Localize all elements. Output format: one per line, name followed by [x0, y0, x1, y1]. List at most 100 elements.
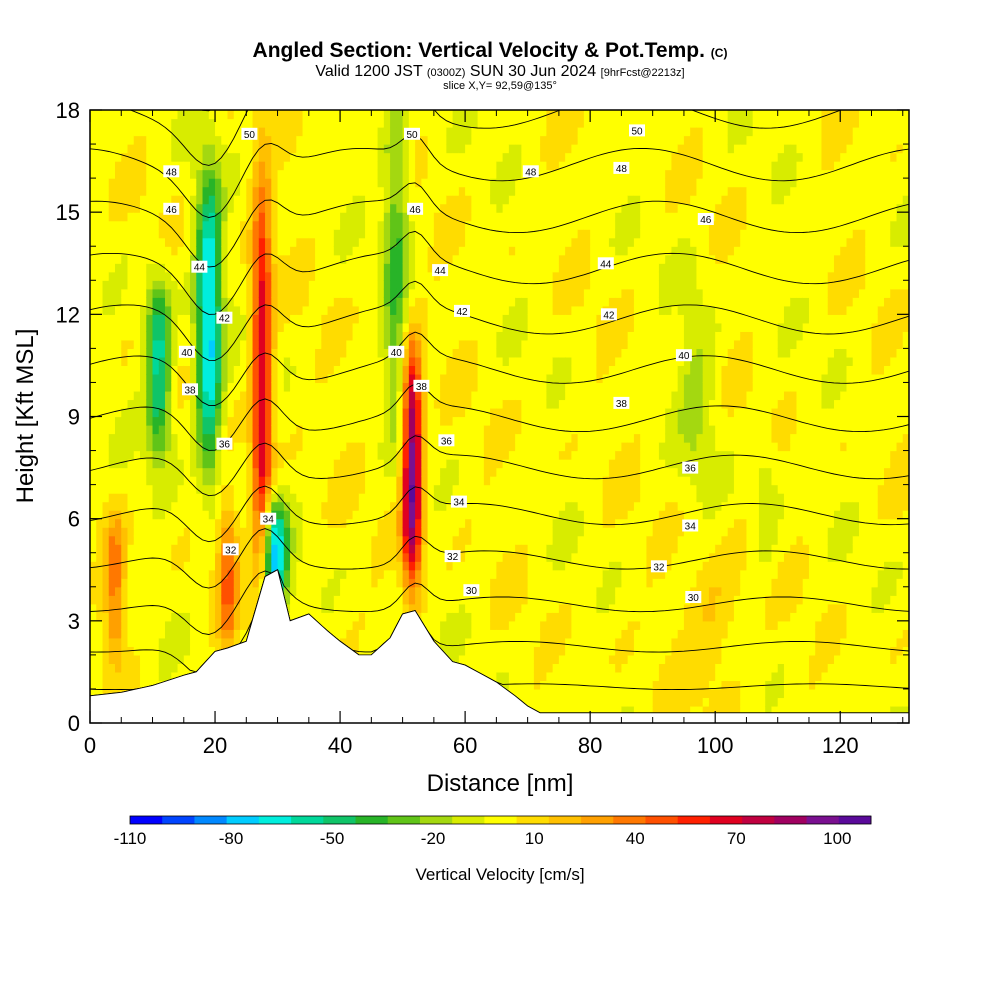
velocity-cell — [183, 271, 191, 281]
velocity-cell — [96, 510, 104, 520]
velocity-cell — [290, 467, 297, 477]
velocity-cell — [321, 237, 329, 247]
velocity-cell — [446, 646, 454, 656]
velocity-cell — [283, 161, 291, 171]
velocity-cell — [215, 297, 222, 307]
velocity-cell — [477, 135, 485, 145]
velocity-cell — [471, 373, 479, 384]
velocity-cell — [508, 348, 516, 358]
velocity-cell — [402, 263, 410, 273]
velocity-cell — [408, 467, 416, 477]
velocity-cell — [340, 288, 347, 298]
velocity-cell — [215, 527, 222, 537]
velocity-cell — [383, 203, 391, 213]
velocity-cell — [121, 654, 129, 664]
velocity-cell — [208, 501, 216, 511]
velocity-cell — [390, 561, 397, 571]
velocity-cell — [383, 407, 391, 418]
velocity-cell — [127, 322, 135, 332]
velocity-cell — [152, 322, 160, 332]
velocity-cell — [408, 425, 416, 435]
velocity-cell — [415, 288, 422, 298]
velocity-cell — [515, 144, 522, 154]
velocity-cell — [371, 637, 379, 647]
velocity-cell — [477, 637, 485, 647]
velocity-cell — [383, 586, 391, 596]
velocity-cell — [208, 407, 216, 418]
velocity-cell — [433, 527, 441, 537]
velocity-cell — [458, 297, 466, 307]
velocity-cell — [515, 271, 522, 281]
velocity-cell — [233, 629, 241, 639]
velocity-cell — [383, 127, 391, 137]
velocity-cell — [508, 237, 516, 247]
velocity-cell — [240, 433, 247, 443]
velocity-cell — [358, 161, 366, 171]
velocity-cell — [246, 348, 254, 358]
velocity-cell — [140, 186, 147, 196]
velocity-cell — [396, 501, 404, 511]
velocity-cell — [277, 399, 285, 409]
velocity-cell — [465, 169, 472, 179]
velocity-cell — [515, 518, 522, 528]
velocity-cell — [133, 552, 141, 562]
velocity-cell — [308, 467, 316, 477]
velocity-cell — [458, 612, 466, 622]
velocity-cell — [340, 161, 347, 171]
velocity-cell — [133, 178, 141, 188]
velocity-cell — [296, 314, 304, 324]
velocity-cell — [477, 220, 485, 230]
velocity-cell — [227, 586, 235, 596]
velocity-cell — [140, 246, 147, 256]
velocity-cell — [146, 246, 154, 256]
velocity-cell — [258, 339, 266, 349]
velocity-cell — [227, 356, 235, 367]
velocity-cell — [365, 373, 372, 384]
velocity-cell — [196, 169, 204, 179]
velocity-cell — [377, 433, 385, 443]
velocity-cell — [321, 297, 329, 307]
velocity-cell — [390, 254, 397, 264]
velocity-cell — [215, 254, 222, 264]
velocity-cell — [177, 459, 185, 469]
velocity-cell — [158, 144, 166, 154]
velocity-cell — [196, 110, 204, 120]
velocity-cell — [183, 407, 191, 418]
velocity-cell — [227, 373, 235, 384]
velocity-cell — [177, 501, 185, 511]
velocity-cell — [115, 595, 122, 605]
velocity-cell — [146, 152, 154, 162]
velocity-cell — [433, 586, 441, 596]
velocity-cell — [340, 442, 347, 452]
velocity-cell — [96, 127, 104, 137]
velocity-cell — [383, 569, 391, 579]
velocity-cell — [283, 518, 291, 528]
velocity-cell — [408, 586, 416, 596]
velocity-cell — [202, 535, 210, 545]
velocity-cell — [177, 382, 185, 392]
velocity-cell — [183, 399, 191, 409]
velocity-cell — [271, 433, 279, 443]
velocity-cell — [302, 305, 310, 315]
velocity-cell — [327, 442, 335, 452]
velocity-cell — [152, 144, 160, 154]
velocity-cell — [221, 467, 229, 477]
velocity-cell — [196, 527, 204, 537]
velocity-cell — [433, 373, 441, 384]
velocity-cell — [433, 390, 441, 401]
velocity-cell — [333, 390, 341, 401]
velocity-cell — [258, 271, 266, 281]
velocity-cell — [333, 263, 341, 273]
velocity-cell — [490, 425, 497, 435]
velocity-cell — [458, 476, 466, 486]
velocity-cell — [321, 339, 329, 349]
velocity-cell — [246, 288, 254, 298]
velocity-cell — [265, 433, 272, 443]
velocity-cell — [258, 467, 266, 477]
velocity-cell — [408, 493, 416, 503]
velocity-cell — [152, 169, 160, 179]
velocity-cell — [127, 612, 135, 622]
velocity-cell — [515, 527, 522, 537]
velocity-cell — [502, 203, 510, 213]
velocity-cell — [240, 203, 247, 213]
